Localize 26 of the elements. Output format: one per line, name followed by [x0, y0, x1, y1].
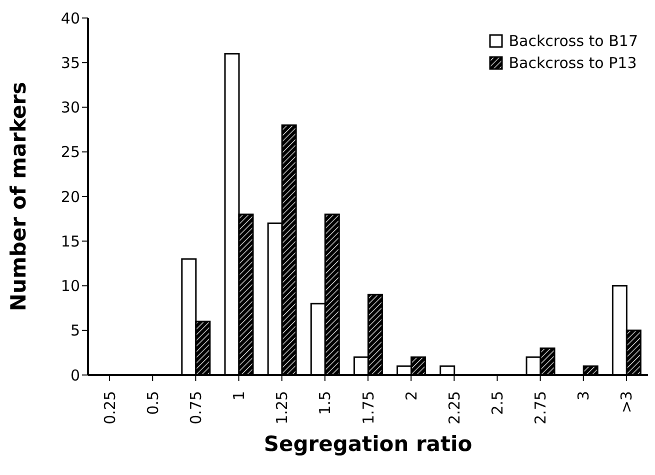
y-tick-label: 35 [60, 54, 80, 72]
x-tick-label: 0.25 [100, 391, 119, 424]
x-tick-label: 2.75 [532, 391, 550, 424]
x-tick-label: 0.75 [186, 391, 205, 424]
y-tick-label: 30 [60, 98, 80, 117]
y-tick-label: 0 [70, 366, 80, 384]
x-tick-label: 2.5 [488, 391, 506, 415]
x-tick-label: >3 [618, 391, 636, 414]
legend-label: Backcross to B17 [508, 31, 638, 52]
y-axis-title: Number of markers [6, 82, 30, 312]
x-tick-label: 1.25 [273, 391, 292, 424]
y-tick-label: 20 [60, 188, 80, 206]
y-tick-label: 40 [60, 9, 80, 28]
y-tick-label: 15 [60, 232, 80, 250]
y-tick-label: 5 [70, 322, 80, 340]
x-tick-label: 1 [230, 391, 248, 401]
x-tick-label: 2 [402, 391, 420, 401]
y-tick-label: 25 [60, 143, 80, 162]
y-tick-label: 10 [60, 277, 80, 296]
x-tick-label: 2.25 [445, 391, 464, 424]
x-axis-title: Segregation ratio [264, 432, 472, 456]
x-tick-label: 0.5 [144, 391, 162, 415]
x-tick-label: 1.75 [359, 391, 378, 424]
x-tick-label: 1.5 [316, 391, 334, 415]
x-tick-label: 3 [574, 391, 593, 401]
legend-label: Backcross to P13 [508, 53, 637, 74]
